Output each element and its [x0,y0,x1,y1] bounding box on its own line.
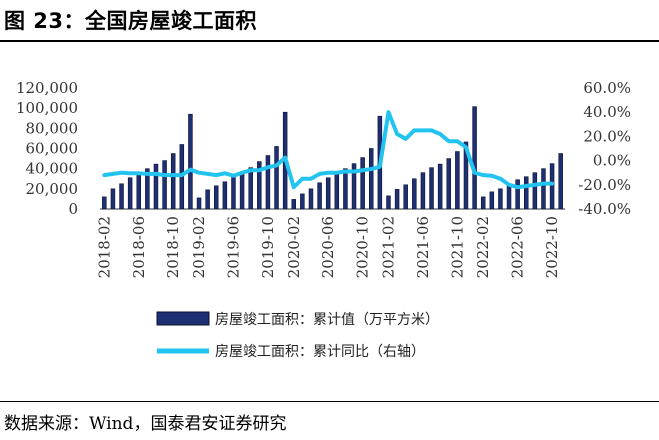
bar [498,188,503,210]
left-axis-ticks: 0 20,000 40,000 60,000 80,000 100,000 120,000 [16,79,78,218]
x-tick-label: 2020-06 [319,216,337,278]
bar [489,191,495,210]
x-tick-label: 2018-10 [164,216,182,278]
bar [386,195,391,210]
bar [506,184,512,210]
legend: 房屋竣工面积：累计值（万平方米） 房屋竣工面积：累计同比（右轴） [156,311,439,360]
bar [317,182,322,210]
x-tick-label: 2021-06 [414,216,432,278]
bar [162,160,167,210]
source-rule [0,401,659,402]
bar [170,153,176,210]
x-tick-label: 2020-10 [354,216,372,278]
right-tick-label: 60.0% [583,79,631,97]
bar [524,176,529,210]
legend-bar-label: 房屋竣工面积：累计值（万平方米） [215,312,439,328]
bar [119,183,124,210]
bar [351,163,357,210]
legend-bar-swatch [156,311,210,326]
left-tick-label: 60,000 [26,140,79,158]
x-tick-label: 2022-02 [474,216,492,278]
source-note: 数据来源：Wind，国泰君安证券研究 [4,414,287,434]
bar [248,167,253,210]
bar [291,199,296,210]
bar [239,172,245,210]
x-tick-label: 2022-06 [509,216,527,278]
bar [549,163,555,210]
title-rule [0,40,659,42]
yoy-line-series [102,110,555,190]
x-tick-label: 2022-10 [543,216,561,278]
bar [110,188,116,210]
x-tick-label: 2021-02 [379,216,397,278]
bar [394,189,400,210]
bar [188,113,193,210]
bar [196,197,202,210]
left-tick-label: 0 [68,200,78,218]
bar [153,163,159,210]
bar [437,163,443,210]
bar [334,173,340,210]
bar [369,148,374,210]
left-tick-label: 120,000 [16,79,78,97]
bar [455,151,460,210]
bar [231,176,236,210]
x-tick-label: 2019-10 [259,216,277,278]
bar [541,168,546,210]
bar [274,146,279,210]
right-tick-label: 20.0% [583,127,631,145]
right-tick-label: 40.0% [583,103,631,121]
bar [343,168,348,210]
left-tick-label: 40,000 [26,160,79,178]
x-tick-label: 2018-06 [130,216,148,278]
right-tick-label: -20.0% [578,176,631,194]
bar [360,157,365,210]
x-tick-label: 2019-06 [224,216,242,278]
x-tick-label: 2019-02 [190,216,208,278]
x-tick-label: 2018-02 [95,216,113,278]
right-axis-ticks: -40.0% -20.0% 0.0% 20.0% 40.0% 60.0% [578,79,631,218]
bar [145,168,150,210]
bar [472,106,477,210]
bar [308,188,314,210]
bar [532,172,538,210]
bar [205,189,210,210]
bar [420,172,426,210]
bar [136,172,141,210]
left-tick-label: 80,000 [26,119,79,137]
right-tick-label: -40.0% [578,200,631,218]
bar [429,167,434,210]
bar [412,178,417,210]
bar-series [102,106,563,210]
right-tick-label: 0.0% [593,152,631,170]
bar [463,141,469,210]
bar [257,161,262,210]
x-tick-label: 2020-02 [285,216,303,278]
bar [515,179,520,210]
figure-title: 图 23：全国房屋竣工面积 [4,9,258,33]
bar [558,153,563,210]
bar [446,158,451,210]
left-tick-label: 100,000 [16,99,78,117]
bar [127,177,133,210]
left-tick-label: 20,000 [26,180,79,198]
chart: 020,00040,00060,00080,000100,000120,000 … [16,79,631,360]
bar [265,155,271,210]
x-axis-ticks: 2018-02 2018-06 2018-10 2019-02 2019-06 2019-… [95,216,561,278]
bar [214,185,219,210]
bar [325,177,331,210]
legend-line-label: 房屋竣工面积：累计同比（右轴） [215,344,425,360]
bar [300,193,305,210]
bar [403,184,408,210]
bar [480,196,486,210]
bar [222,181,228,210]
bar [102,196,107,210]
x-tick-label: 2021-10 [448,216,466,278]
